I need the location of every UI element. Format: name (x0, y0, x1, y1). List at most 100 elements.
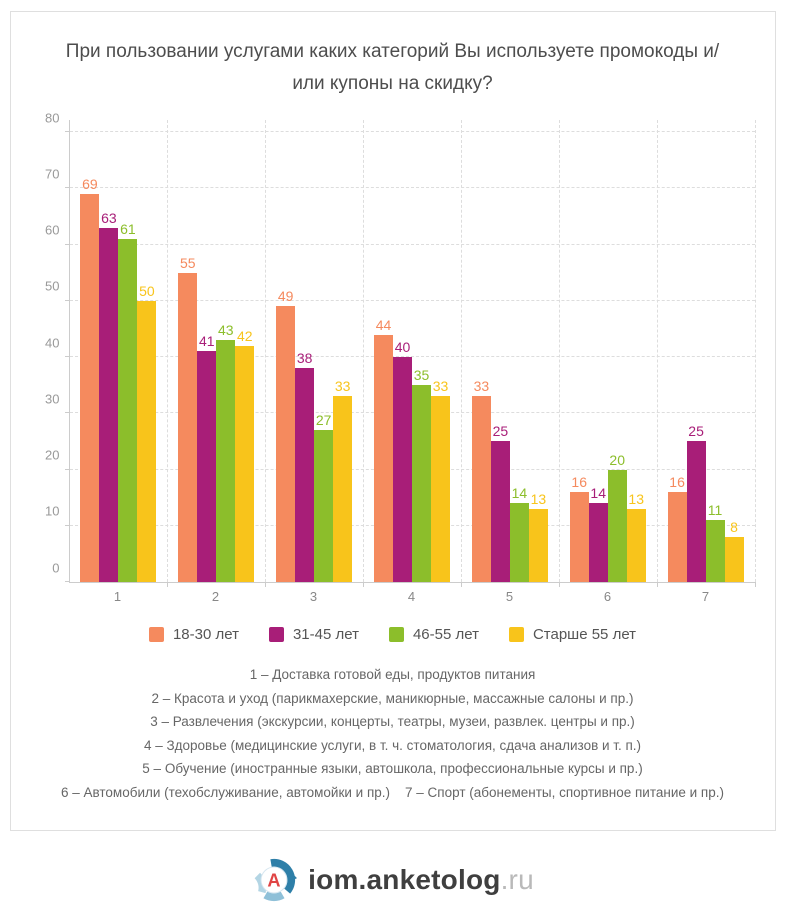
x-axis-tick (754, 582, 756, 587)
bar: 13 (528, 491, 548, 582)
bar-value-label: 27 (315, 412, 332, 429)
legend-label: 18-30 лет (172, 626, 239, 643)
bar-value-label: 14 (590, 485, 607, 502)
grid-line-v (558, 120, 560, 582)
x-axis-label: 5 (505, 589, 514, 604)
bar: 11 (705, 502, 725, 582)
bar-value-label: 8 (730, 519, 738, 535)
footnote-line: 5 – Обучение (иностранные языки, автошко… (142, 761, 643, 776)
legend-swatch (268, 627, 284, 642)
bar-value-label: 20 (609, 451, 626, 468)
x-axis-label: 2 (211, 589, 220, 604)
bar: 43 (216, 322, 236, 582)
bar-value-label: 16 (669, 474, 685, 490)
grid-line-v (754, 120, 756, 582)
y-axis-tick (64, 187, 70, 189)
bar-group-5: 33 25 14 13 (461, 120, 559, 582)
bar-group-4: 44 40 35 33 (363, 120, 461, 582)
y-axis-label: 0 (52, 560, 60, 575)
grid-line-v (265, 120, 267, 582)
y-axis-label: 10 (45, 503, 60, 519)
y-axis-label: 70 (45, 166, 60, 182)
bar-value-label: 55 (179, 254, 196, 271)
bar: 14 (509, 485, 529, 582)
bar: 38 (295, 350, 315, 582)
footnote-line: 3 – Развлечения (экскурсии, концерты, те… (150, 714, 635, 729)
bar: 8 (724, 519, 744, 582)
grid-line-v (363, 120, 365, 582)
y-axis-tick (64, 524, 70, 526)
y-axis-label: 60 (45, 222, 60, 238)
bar-value-label: 33 (473, 378, 490, 395)
footer: A iom.anketolog.ru (0, 857, 785, 903)
legend-item: 31-45 лет (268, 626, 359, 643)
bar-value-label: 13 (628, 490, 645, 507)
y-axis-tick (64, 468, 70, 470)
x-axis-tick (656, 582, 658, 587)
survey-chart-card: При пользовании услугами каких категорий… (9, 11, 776, 831)
bar: 61 (118, 221, 138, 582)
logo-letter: A (268, 871, 281, 891)
legend-item: 46-55 лет (388, 626, 479, 643)
x-axis-label: 6 (603, 589, 612, 604)
legend-swatch (508, 627, 524, 642)
bar-group-3: 49 38 27 33 (265, 120, 363, 582)
footnote-line: 1 – Доставка готовой еды, продуктов пита… (249, 667, 536, 682)
bar-group-7: 16 25 11 8 (657, 120, 755, 582)
grid-line-h (69, 356, 755, 357)
bar-value-label: 11 (707, 502, 723, 519)
bar: 33 (431, 378, 450, 582)
bar: 63 (99, 210, 119, 582)
bar-value-label: 16 (571, 474, 588, 490)
grid-line-v (656, 120, 658, 582)
bar-group-6: 16 14 20 13 (559, 120, 657, 582)
y-axis-label: 20 (45, 447, 60, 463)
footnote-line: 4 – Здоровье (медицинские услуги, в т. ч… (143, 737, 642, 753)
y-axis-tick (64, 412, 70, 414)
bar: 16 (569, 474, 589, 582)
y-axis-tick (64, 581, 70, 582)
bar: 50 (137, 283, 157, 582)
bar: 27 (314, 412, 334, 582)
plot-area: 0 10 20 30 40 50 60 70 80 69 63 61 50 55 41 43 42 49 38 27 3… (45, 110, 756, 587)
y-axis-label: 80 (45, 110, 60, 125)
bar-group-2: 55 41 43 42 (167, 120, 265, 582)
bar-value-label: 33 (432, 378, 449, 395)
x-axis-label: 1 (113, 589, 122, 604)
chart-title-line1: При пользовании услугами каких категорий… (65, 41, 720, 62)
bar: 49 (276, 288, 296, 582)
legend-label: 46-55 лет (412, 626, 479, 643)
legend-label: Старше 55 лет (532, 626, 637, 643)
bar-value-label: 40 (394, 339, 411, 355)
bar-value-label: 43 (217, 322, 234, 339)
legend-item: 18-30 лет (148, 626, 239, 643)
bar: 14 (588, 485, 608, 582)
bar: 25 (686, 423, 706, 582)
bar-value-label: 42 (236, 327, 253, 344)
grid-line-h (69, 243, 755, 245)
y-axis-tick (64, 356, 70, 357)
y-axis-tick (64, 131, 70, 132)
anketolog-logo-icon: A (254, 858, 298, 902)
chart-title-line2: или купоны на скидку? (292, 73, 493, 94)
bar-value-label: 49 (277, 288, 294, 305)
x-axis-tick (558, 582, 560, 587)
bar: 55 (178, 255, 198, 582)
brand-suffix: .ru (500, 864, 534, 895)
bar: 20 (607, 452, 627, 582)
bar: 42 (235, 328, 255, 582)
legend-label: 31-45 лет (292, 626, 359, 643)
bar-value-label: 25 (688, 423, 704, 440)
bar-value-label: 69 (82, 175, 98, 192)
bar-value-label: 63 (101, 209, 117, 226)
bar: 44 (374, 317, 393, 582)
bar-group-1: 69 63 61 50 (70, 120, 168, 582)
bar-groups: 69 63 61 50 55 41 43 42 49 38 27 33 44 40 35 33 33 25 14 13… (70, 120, 755, 582)
bar-value-label: 35 (413, 367, 430, 384)
grid-line-h (69, 131, 755, 132)
anketolog-brand-link[interactable]: iom.anketolog.ru (308, 864, 534, 896)
grid-line-v (460, 120, 462, 582)
grid-line-v (167, 120, 169, 582)
bar-value-label: 61 (120, 220, 136, 237)
bar: 35 (412, 367, 431, 582)
